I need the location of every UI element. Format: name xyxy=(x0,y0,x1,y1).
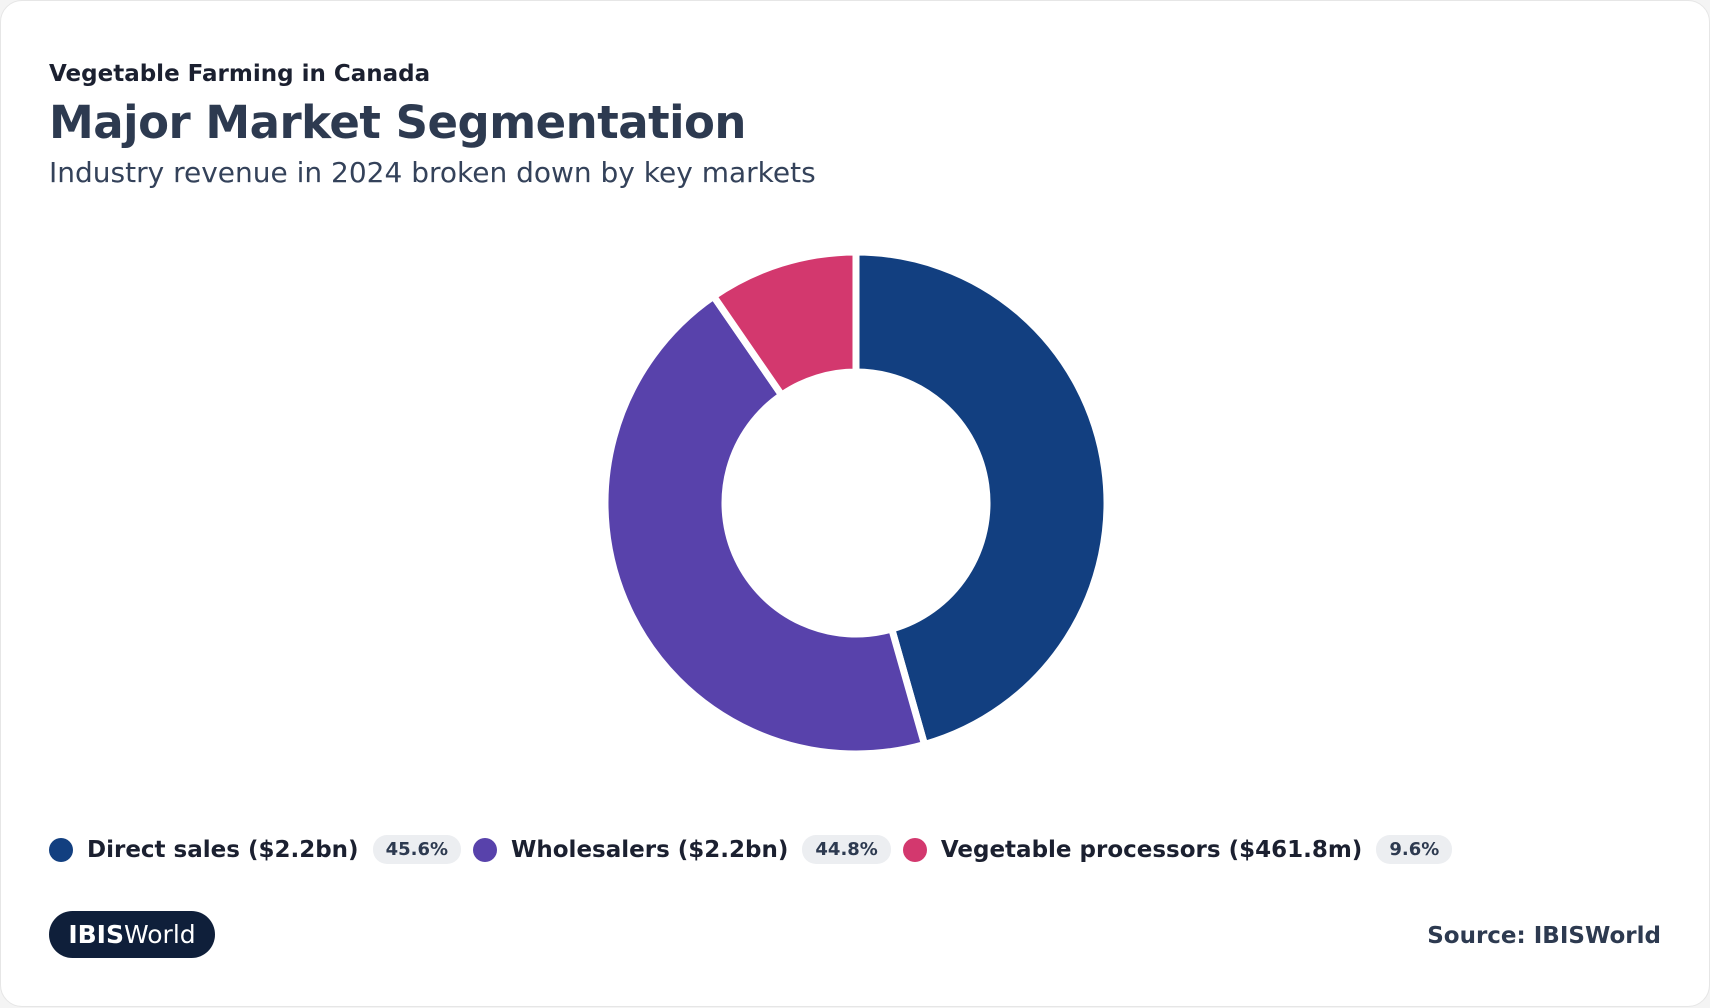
subtitle: Industry revenue in 2024 broken down by … xyxy=(49,156,816,189)
legend-item: Wholesalers ($2.2bn) 44.8% xyxy=(473,835,891,864)
donut-slice xyxy=(708,248,860,400)
legend-label: Direct sales ($2.2bn) xyxy=(87,836,359,863)
supertitle: Vegetable Farming in Canada xyxy=(49,61,431,87)
donut-slice xyxy=(601,291,929,758)
legend-swatch xyxy=(902,837,927,862)
legend-item: Vegetable processors ($461.8m) 9.6% xyxy=(902,835,1453,864)
legend-swatch xyxy=(473,837,498,862)
logo-regular: World xyxy=(124,920,196,949)
source: Source: IBISWorld xyxy=(1427,923,1661,949)
legend: Direct sales ($2.2bn) 45.6% Wholesalers ($… xyxy=(49,835,1464,864)
legend-swatch xyxy=(49,837,73,862)
value-label: 9.6% xyxy=(1376,835,1453,864)
donut-slice xyxy=(852,248,1111,749)
legend-label: Vegetable processors ($461.8m) xyxy=(940,836,1363,863)
legend-label: Wholesalers ($2.2bn) xyxy=(511,836,789,863)
logo-bold: IBIS xyxy=(68,920,124,949)
logo[interactable]: IBIS World xyxy=(49,911,215,958)
chart-title: Major Market Segmentation xyxy=(49,96,746,149)
value-label: 44.8% xyxy=(802,835,891,864)
value-label: 45.6% xyxy=(372,835,462,864)
legend-item: Direct sales ($2.2bn) 45.6% xyxy=(49,835,462,864)
